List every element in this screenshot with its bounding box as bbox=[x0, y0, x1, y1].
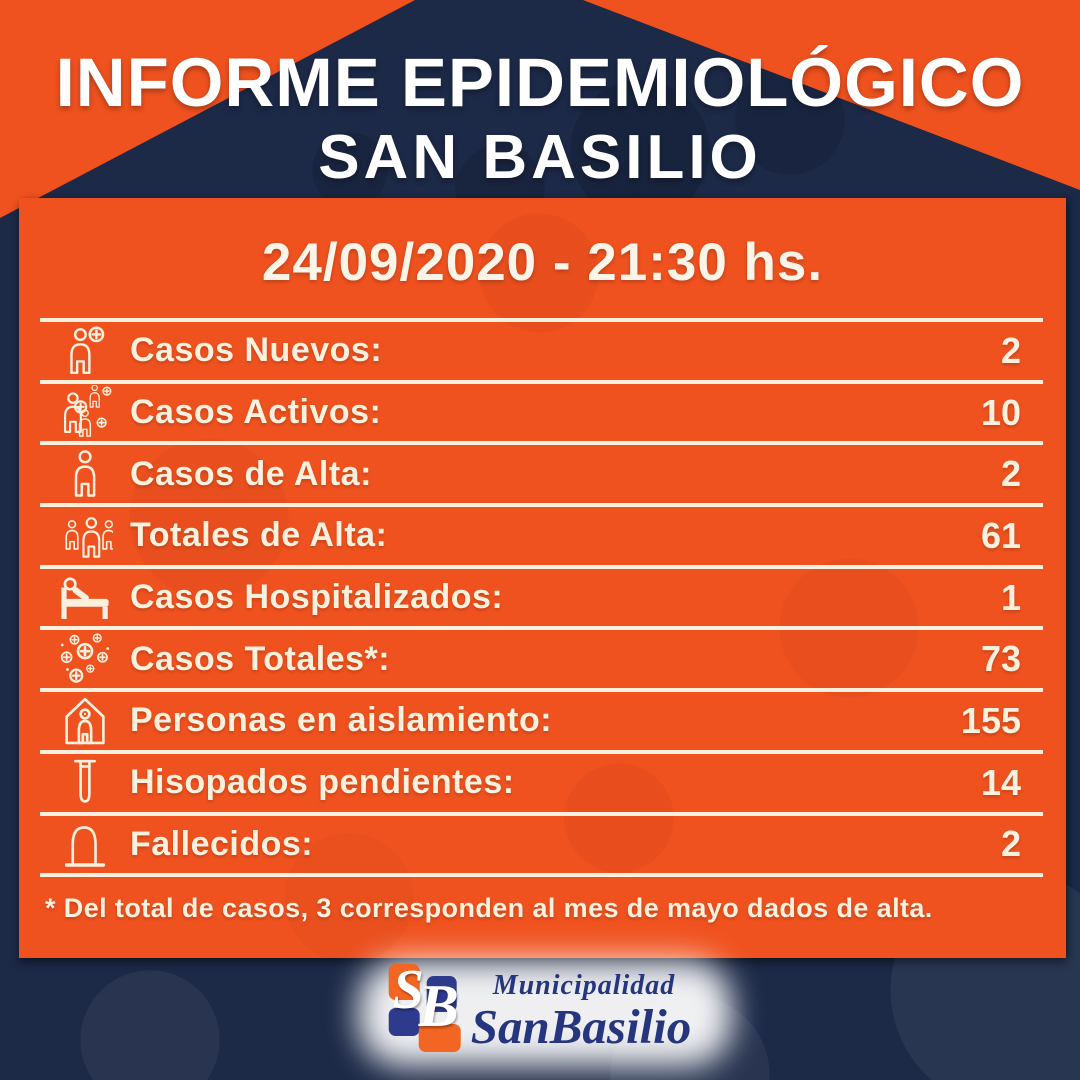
house-person-icon bbox=[40, 693, 130, 749]
table-row: Casos Totales*: 73 bbox=[40, 630, 1043, 693]
row-label: Hisopados pendientes: bbox=[130, 763, 515, 802]
monogram-square-blue-top bbox=[426, 976, 457, 1012]
row-label: Casos Hospitalizados: bbox=[130, 578, 504, 617]
person-plus-icon bbox=[40, 323, 130, 379]
virus-cluster-icon bbox=[40, 631, 130, 687]
row-label: Casos de Alta: bbox=[130, 454, 372, 493]
group-icon bbox=[40, 508, 130, 564]
sb-monogram-icon: S B bbox=[388, 959, 471, 1058]
row-label: Personas en aislamiento: bbox=[130, 701, 553, 740]
row-label: Casos Totales*: bbox=[130, 639, 391, 678]
report-rows: Casos Nuevos: 2 Casos Activos: 10 Casos … bbox=[40, 318, 1043, 878]
table-row: Personas en aislamiento: 155 bbox=[40, 692, 1043, 754]
monogram-letter-s: S bbox=[392, 959, 424, 1021]
row-label: Totales de Alta: bbox=[130, 516, 388, 555]
page-title: INFORME EPIDEMIOLÓGICO SAN BASILIO bbox=[0, 48, 1080, 189]
report-panel: 24/09/2020 - 21:30 hs. Casos Nuevos: 2 C… bbox=[19, 198, 1066, 958]
logo-text: Municipalidad SanBasilio bbox=[471, 962, 692, 1055]
test-tube-icon bbox=[40, 755, 130, 811]
title-line-1: INFORME EPIDEMIOLÓGICO bbox=[55, 44, 1025, 121]
row-value: 10 bbox=[980, 391, 1021, 433]
table-row: Casos Nuevos: 2 bbox=[40, 322, 1043, 384]
report-datetime: 24/09/2020 - 21:30 hs. bbox=[261, 232, 824, 292]
row-label: Casos Activos: bbox=[130, 393, 382, 432]
title-line-2: SAN BASILIO bbox=[318, 123, 762, 192]
row-value: 61 bbox=[980, 514, 1021, 556]
row-value: 2 bbox=[1000, 823, 1021, 865]
logo-org-line1: Municipalidad bbox=[492, 970, 676, 1001]
tombstone-icon bbox=[40, 816, 130, 872]
monogram-square-orange-bottom bbox=[418, 1024, 461, 1052]
row-value: 2 bbox=[1000, 329, 1021, 371]
logo-org-line2: SanBasilio bbox=[470, 999, 692, 1054]
table-row: Fallecidos: 2 bbox=[40, 816, 1043, 878]
row-value: 14 bbox=[980, 761, 1021, 803]
table-row: Hisopados pendientes: 14 bbox=[40, 754, 1043, 816]
monogram-letter-b: B bbox=[418, 973, 459, 1039]
table-row: Casos Hospitalizados: 1 bbox=[40, 569, 1043, 631]
row-label: Fallecidos: bbox=[130, 824, 314, 863]
row-value: 73 bbox=[980, 638, 1021, 680]
table-row: Casos de Alta: 2 bbox=[40, 445, 1043, 508]
report-footnote: * Del total de casos, 3 corresponden al … bbox=[45, 893, 933, 924]
monogram-square-orange-top bbox=[388, 964, 420, 1000]
people-plus-icon bbox=[40, 385, 130, 441]
row-value: 155 bbox=[960, 699, 1021, 741]
person-icon bbox=[40, 446, 130, 502]
row-value: 1 bbox=[1000, 576, 1021, 618]
table-row: Casos Activos: 10 bbox=[40, 384, 1043, 446]
row-label: Casos Nuevos: bbox=[130, 331, 383, 370]
hospital-bed-icon bbox=[40, 570, 130, 626]
row-value: 2 bbox=[1000, 453, 1021, 495]
municipality-logo: S B Municipalidad SanBasilio bbox=[358, 959, 732, 1066]
table-row: Totales de Alta: 61 bbox=[40, 507, 1043, 569]
monogram-square-blue-bottom bbox=[388, 1008, 420, 1036]
